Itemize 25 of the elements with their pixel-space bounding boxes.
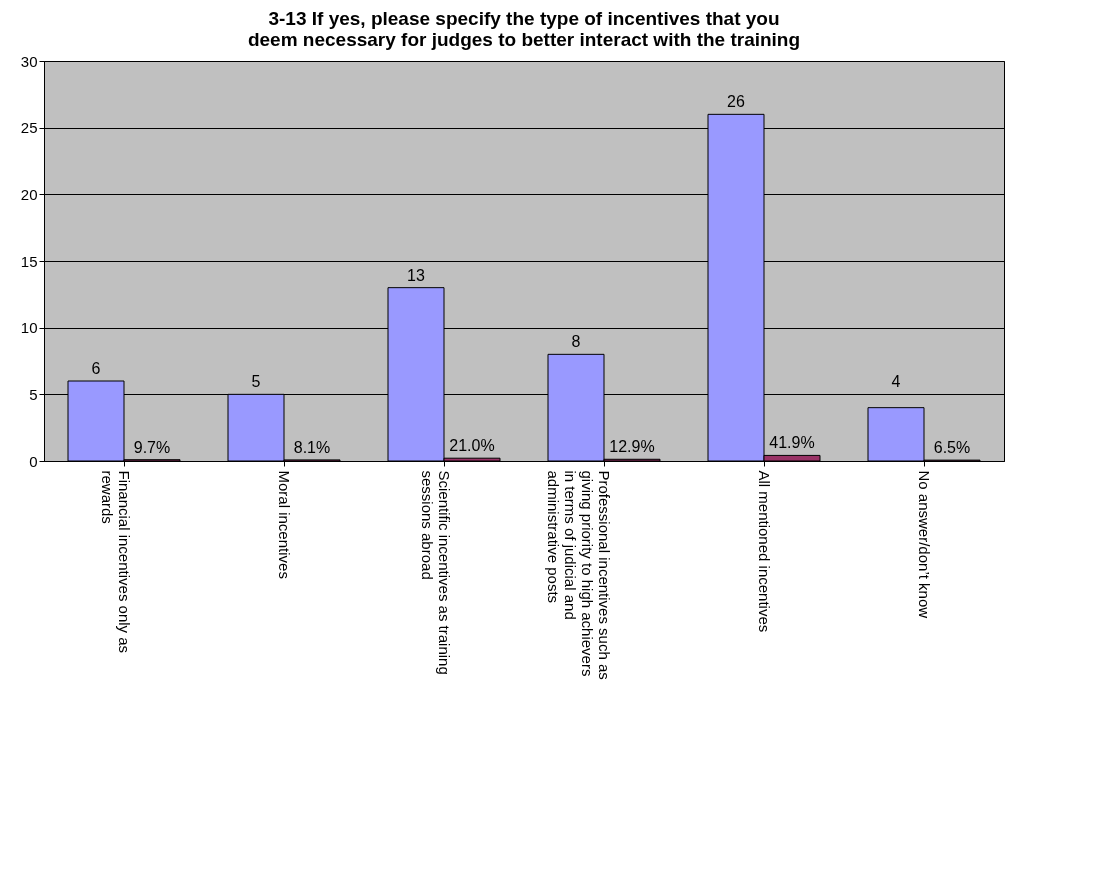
x-tick-label: Financial incentives only as rewards <box>99 470 133 654</box>
data-label: 8.1% <box>293 438 331 456</box>
data-label: 8 <box>571 333 581 351</box>
data-label: 6.5% <box>933 439 971 457</box>
x-tick-label: Scientific incentives as training sessions abroad <box>419 470 453 675</box>
y-tick-label: 5 <box>29 385 38 403</box>
y-tick-label: 20 <box>20 185 38 203</box>
data-label: 13 <box>407 266 425 284</box>
data-label: 6 <box>91 360 101 377</box>
data-label: 5 <box>251 373 261 391</box>
data-label: 41.9% <box>769 434 815 452</box>
y-tick-label: 0 <box>29 452 38 470</box>
data-label: 21.0% <box>449 437 495 455</box>
x-tick-label: Moral incentives <box>276 470 293 579</box>
y-tick-label: 25 <box>20 119 38 137</box>
y-tick-label: 15 <box>20 252 38 270</box>
data-label: 9.7% <box>133 438 171 456</box>
x-tick-label: All mentioned incentives <box>756 470 773 633</box>
data-label: 12.9% <box>609 438 655 456</box>
y-tick-label: 30 <box>20 52 38 70</box>
y-tick-label: 10 <box>20 319 38 337</box>
data-label: 26 <box>727 93 745 111</box>
x-tick-label: No answer/don’t know <box>916 470 933 619</box>
chart-title: 3-13 If yes, please specify the type of incentives that you deem necessary for judges to better interact with the training <box>247 8 801 50</box>
data-label: 4 <box>891 373 901 391</box>
